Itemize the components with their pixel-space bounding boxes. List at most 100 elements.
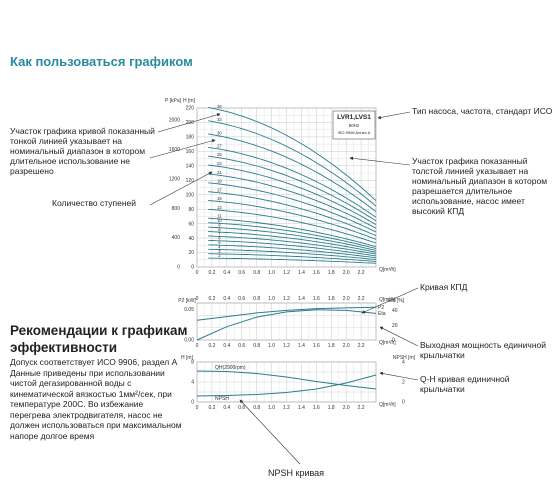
arrow-thin-line [157,113,221,133]
eff-x-tick-label: 0.6 [238,343,245,349]
qh-curve-4-stages [208,248,377,261]
main-y-tick-label: 60 [188,221,194,227]
stage-label: 27 [217,143,222,148]
annotation-stages: Количество ступеней [52,198,136,208]
main-y-axis-label: H [m] [183,98,196,104]
page-title: Как пользоваться графиком [10,54,193,69]
npsh-y2-tick-label: 2 [402,380,405,386]
eff-x-tick-label: 0.4 [223,343,230,349]
eff-x-axis-label: Q[m³/h] [379,340,396,346]
recommendations-text: Допуск соответствует ИСО 9906, раздел А … [10,357,182,441]
pump-standard-label: ISO 9906 Annex A [338,130,371,135]
npsh-x-tick-label: 0.6 [238,405,245,411]
eff-y2-tick-label: 0 [392,338,395,344]
npsh-y2-axis-label: NPSH [m] [393,355,416,361]
pump-info-box [332,110,376,140]
eff-x-tick-label: 1.6 [313,343,320,349]
qh-curve-23-stages [208,164,377,225]
main-x-tick-label: 1.4 [298,270,305,276]
stage-label: 30 [217,130,222,135]
stage-label: 5 [218,240,221,245]
annotation-power: Выходная мощность единичной крыльчатки [420,340,547,360]
npsh-y2-tick-label: 0 [402,400,405,406]
npsh-y-tick-label: 0 [191,400,194,406]
main-y-tick-label: 220 [186,106,195,112]
stage-label: 10 [217,218,222,223]
main-y-tick-label: 80 [188,207,194,213]
main-y2-tick-label: 0 [177,265,180,271]
annotation-thin-line: Участок графика кривой показанный тонкой… [10,126,155,176]
arrow-efficiency [361,287,419,314]
main-y2-tick-label: 800 [172,206,181,212]
main-y-tick-label: 180 [186,135,195,141]
eff-x-tick-label-top: 1.2 [283,296,290,302]
stage-label: 15 [217,196,222,201]
stage-label: 19 [217,179,222,184]
series-label-eta: Eta [378,311,386,317]
eff-x-tick-label: 1.8 [328,343,335,349]
stage-label: 21 [217,170,222,175]
eff-x-axis-label-top: Q[m³/h] [379,297,396,303]
eff-x-tick-label: 2.2 [358,343,365,349]
eff-y-tick-label: 0.00 [184,338,194,344]
eff-y-tick-label: 0.05 [184,307,194,313]
arrow-stages [149,171,213,206]
main-y-tick-label: 40 [188,236,194,242]
curve-qh-single [196,370,377,390]
eff-y2-tick-label: 40 [392,308,398,314]
qh-curve-6-stages [208,239,377,257]
main-y-tick-label: 20 [188,250,194,256]
qh-curve-2-stages [208,257,377,264]
stage-label: 9 [218,222,221,227]
main-y2-tick-label: 2000 [169,117,180,123]
eff-x-tick-label-top: 0.8 [253,296,260,302]
main-x-axis-label: Q[m³/h] [379,267,396,273]
npsh-x-tick-label: 0.8 [253,405,260,411]
main-y2-tick-label: 1200 [169,176,180,182]
main-x-tick-label: 2.0 [343,270,350,276]
qh-curve-3-stages [208,253,377,262]
main-x-tick-label: 1.0 [268,270,275,276]
main-y-tick-label: 100 [186,192,195,198]
stage-label: 8 [218,227,221,232]
eff-y-axis-label: P2 [kW] [178,298,196,304]
npsh-x-tick-label: 2.2 [358,405,365,411]
curve-p2 [196,306,377,321]
stage-label: 7 [218,231,221,236]
main-y-tick-label: 160 [186,149,195,155]
annotation-qh: Q-H кривая единичной крыльчатки [420,374,510,394]
npsh-x-tick-label: 1.2 [283,405,290,411]
main-x-tick-label: 1.8 [328,270,335,276]
eff-x-tick-label-top: 0 [196,296,199,302]
eff-x-tick-label-top: 0.4 [223,296,230,302]
eff-x-tick-label: 0.8 [253,343,260,349]
eff-x-tick-label: 2.0 [343,343,350,349]
npsh-x-tick-label: 0.2 [208,405,215,411]
npsh-x-tick-label: 1.8 [328,405,335,411]
main-x-tick-label: 0.4 [223,270,230,276]
eff-x-tick-label-top: 1.4 [298,296,305,302]
main-y2-tick-label: 400 [172,235,181,241]
npsh-y2-tick-label: 4 [402,360,405,366]
qh-curve-10-stages [208,222,377,250]
eff-x-tick-label-top: 1.6 [313,296,320,302]
npsh-x-tick-label: 0 [196,405,199,411]
stage-label: 23 [217,161,222,166]
arrow-power [379,326,419,347]
qh-curve-19-stages [208,182,377,233]
stage-label: 17 [217,187,222,192]
npsh-x-axis-label: Q[m³/h] [379,402,396,408]
annotation-efficiency: Кривая КПД [420,282,468,292]
eff-y2-axis-label: Eta [%] [388,298,405,304]
series-label-qh: QH(2900rpm) [215,365,246,371]
qh-curve-9-stages [208,226,377,251]
annotation-pump-type: Тип насоса, частота, стандарт ИСО [412,106,553,116]
qh-curve-25-stages [208,155,377,222]
eff-y2-tick-label: 20 [392,323,398,329]
main-y-tick-label: 120 [186,178,195,184]
curve-npsh [196,374,377,397]
qh-curve-21-stages [208,173,377,229]
eff-x-tick-label-top: 0.2 [208,296,215,302]
qh-curve-30-stages [208,133,377,213]
